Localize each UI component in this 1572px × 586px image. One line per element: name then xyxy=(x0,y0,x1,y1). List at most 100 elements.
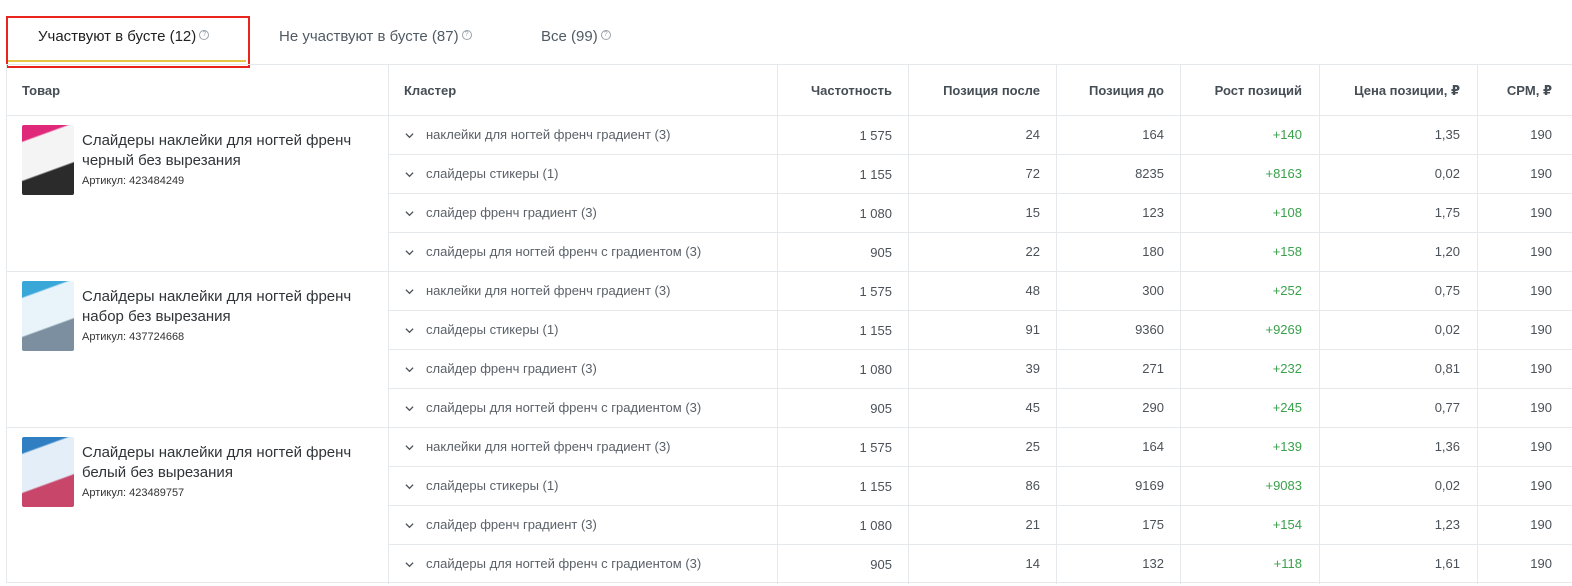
cell-growth: +9083 xyxy=(1265,478,1302,493)
column-divider xyxy=(1477,65,1478,584)
chevron-down-icon[interactable] xyxy=(405,482,414,491)
cell-cpm: 190 xyxy=(1530,478,1552,493)
group-divider xyxy=(7,427,1572,428)
tab-all[interactable]: Все (99)? xyxy=(541,28,611,45)
product-title[interactable]: Слайдеры наклейки для ногтей френч черны… xyxy=(82,132,352,169)
boost-table: Товар Кластер Частотность Позиция после … xyxy=(6,64,1572,584)
chevron-down-icon[interactable] xyxy=(405,287,414,296)
cell-pos-after: 21 xyxy=(1025,517,1040,532)
cell-pos-after: 15 xyxy=(1025,205,1040,220)
cell-pos-before: 164 xyxy=(1142,439,1164,454)
cell-pos-after: 25 xyxy=(1025,439,1040,454)
cell-growth: +8163 xyxy=(1265,166,1302,181)
cell-price: 0,02 xyxy=(1434,322,1460,337)
cluster-label[interactable]: слайдеры стикеры (1) xyxy=(426,478,559,493)
cell-pos-after: 72 xyxy=(1025,166,1040,181)
cell-growth: +108 xyxy=(1272,205,1302,220)
tab-boost-participating[interactable]: Участвуют в бусте (12)? xyxy=(38,28,210,45)
row-divider xyxy=(388,154,1572,155)
column-divider xyxy=(777,65,778,584)
help-icon[interactable]: ? xyxy=(600,30,611,40)
cell-growth: +158 xyxy=(1272,244,1302,259)
product-title[interactable]: Слайдеры наклейки для ногтей френч набор… xyxy=(82,288,352,325)
header-cluster[interactable]: Кластер xyxy=(404,83,457,98)
help-icon[interactable]: ? xyxy=(461,30,472,40)
chevron-down-icon[interactable] xyxy=(405,209,414,218)
cluster-label[interactable]: слайдеры для ногтей френч с градиентом (… xyxy=(426,400,702,415)
cluster-label[interactable]: наклейки для ногтей френч градиент (3) xyxy=(426,283,671,298)
cell-frequency: 1 155 xyxy=(859,167,892,182)
cell-cpm: 190 xyxy=(1530,361,1552,376)
cell-cpm: 190 xyxy=(1530,205,1552,220)
cluster-label[interactable]: слайдер френч градиент (3) xyxy=(426,205,597,220)
cell-price: 1,23 xyxy=(1434,517,1460,532)
row-divider xyxy=(388,388,1572,389)
product-title[interactable]: Слайдеры наклейки для ногтей френч белый… xyxy=(82,444,352,481)
cell-pos-before: 271 xyxy=(1142,361,1164,376)
cell-pos-before: 132 xyxy=(1142,556,1164,571)
tab-label: Все (99) xyxy=(541,28,598,45)
cell-frequency: 905 xyxy=(870,557,892,572)
cell-cpm: 190 xyxy=(1530,244,1552,259)
row-divider xyxy=(388,193,1572,194)
header-pos-before[interactable]: Позиция до xyxy=(1089,83,1164,98)
product-image[interactable] xyxy=(22,281,74,351)
cell-pos-before: 175 xyxy=(1142,517,1164,532)
cell-cpm: 190 xyxy=(1530,283,1552,298)
header-product[interactable]: Товар xyxy=(22,83,61,98)
cell-price: 1,35 xyxy=(1434,127,1460,142)
header-pos-after[interactable]: Позиция после xyxy=(943,83,1040,98)
cluster-label[interactable]: слайдер френч градиент (3) xyxy=(426,517,597,532)
cluster-label[interactable]: слайдер френч градиент (3) xyxy=(426,361,597,376)
cluster-label[interactable]: слайдеры стикеры (1) xyxy=(426,166,559,181)
tab-label: Участвуют в бусте (12) xyxy=(38,28,197,45)
chevron-down-icon[interactable] xyxy=(405,326,414,335)
chevron-down-icon[interactable] xyxy=(405,131,414,140)
cell-frequency: 1 575 xyxy=(859,284,892,299)
cell-frequency: 1 155 xyxy=(859,479,892,494)
tab-bar: Участвуют в бусте (12)? Не участвуют в б… xyxy=(0,0,1572,68)
row-divider xyxy=(388,466,1572,467)
cell-pos-after: 24 xyxy=(1025,127,1040,142)
help-icon[interactable]: ? xyxy=(199,30,210,40)
row-divider xyxy=(388,232,1572,233)
chevron-down-icon[interactable] xyxy=(405,404,414,413)
chevron-down-icon[interactable] xyxy=(405,248,414,257)
cell-growth: +140 xyxy=(1272,127,1302,142)
column-divider xyxy=(1056,65,1057,584)
product-image[interactable] xyxy=(22,437,74,507)
cell-frequency: 1 575 xyxy=(859,440,892,455)
tab-label: Не участвуют в бусте (87) xyxy=(279,28,459,45)
header-cpm[interactable]: CPM, ₽ xyxy=(1506,83,1552,98)
cell-growth: +154 xyxy=(1272,517,1302,532)
cluster-label[interactable]: слайдеры для ногтей френч с градиентом (… xyxy=(426,556,702,571)
active-tab-indicator xyxy=(8,60,246,62)
cell-growth: +245 xyxy=(1272,400,1302,415)
cell-pos-before: 8235 xyxy=(1135,166,1164,181)
cell-frequency: 1 575 xyxy=(859,128,892,143)
cluster-label[interactable]: слайдеры для ногтей френч с градиентом (… xyxy=(426,244,702,259)
cluster-label[interactable]: наклейки для ногтей френч градиент (3) xyxy=(426,127,671,142)
cell-pos-after: 39 xyxy=(1025,361,1040,376)
column-divider xyxy=(388,65,389,584)
tab-boost-not-participating[interactable]: Не участвуют в бусте (87)? xyxy=(279,28,472,45)
header-price[interactable]: Цена позиции, ₽ xyxy=(1354,83,1460,98)
cell-pos-after: 91 xyxy=(1025,322,1040,337)
cell-pos-before: 164 xyxy=(1142,127,1164,142)
chevron-down-icon[interactable] xyxy=(405,443,414,452)
cell-cpm: 190 xyxy=(1530,400,1552,415)
chevron-down-icon[interactable] xyxy=(405,560,414,569)
cell-frequency: 905 xyxy=(870,245,892,260)
cluster-label[interactable]: слайдеры стикеры (1) xyxy=(426,322,559,337)
cell-growth: +9269 xyxy=(1265,322,1302,337)
chevron-down-icon[interactable] xyxy=(405,521,414,530)
header-frequency[interactable]: Частотность xyxy=(811,83,892,98)
row-divider xyxy=(388,349,1572,350)
cell-pos-after: 22 xyxy=(1025,244,1040,259)
product-image[interactable] xyxy=(22,125,74,195)
header-growth[interactable]: Рост позиций xyxy=(1214,83,1302,98)
cell-price: 0,77 xyxy=(1434,400,1460,415)
cluster-label[interactable]: наклейки для ногтей френч градиент (3) xyxy=(426,439,671,454)
chevron-down-icon[interactable] xyxy=(405,365,414,374)
chevron-down-icon[interactable] xyxy=(405,170,414,179)
